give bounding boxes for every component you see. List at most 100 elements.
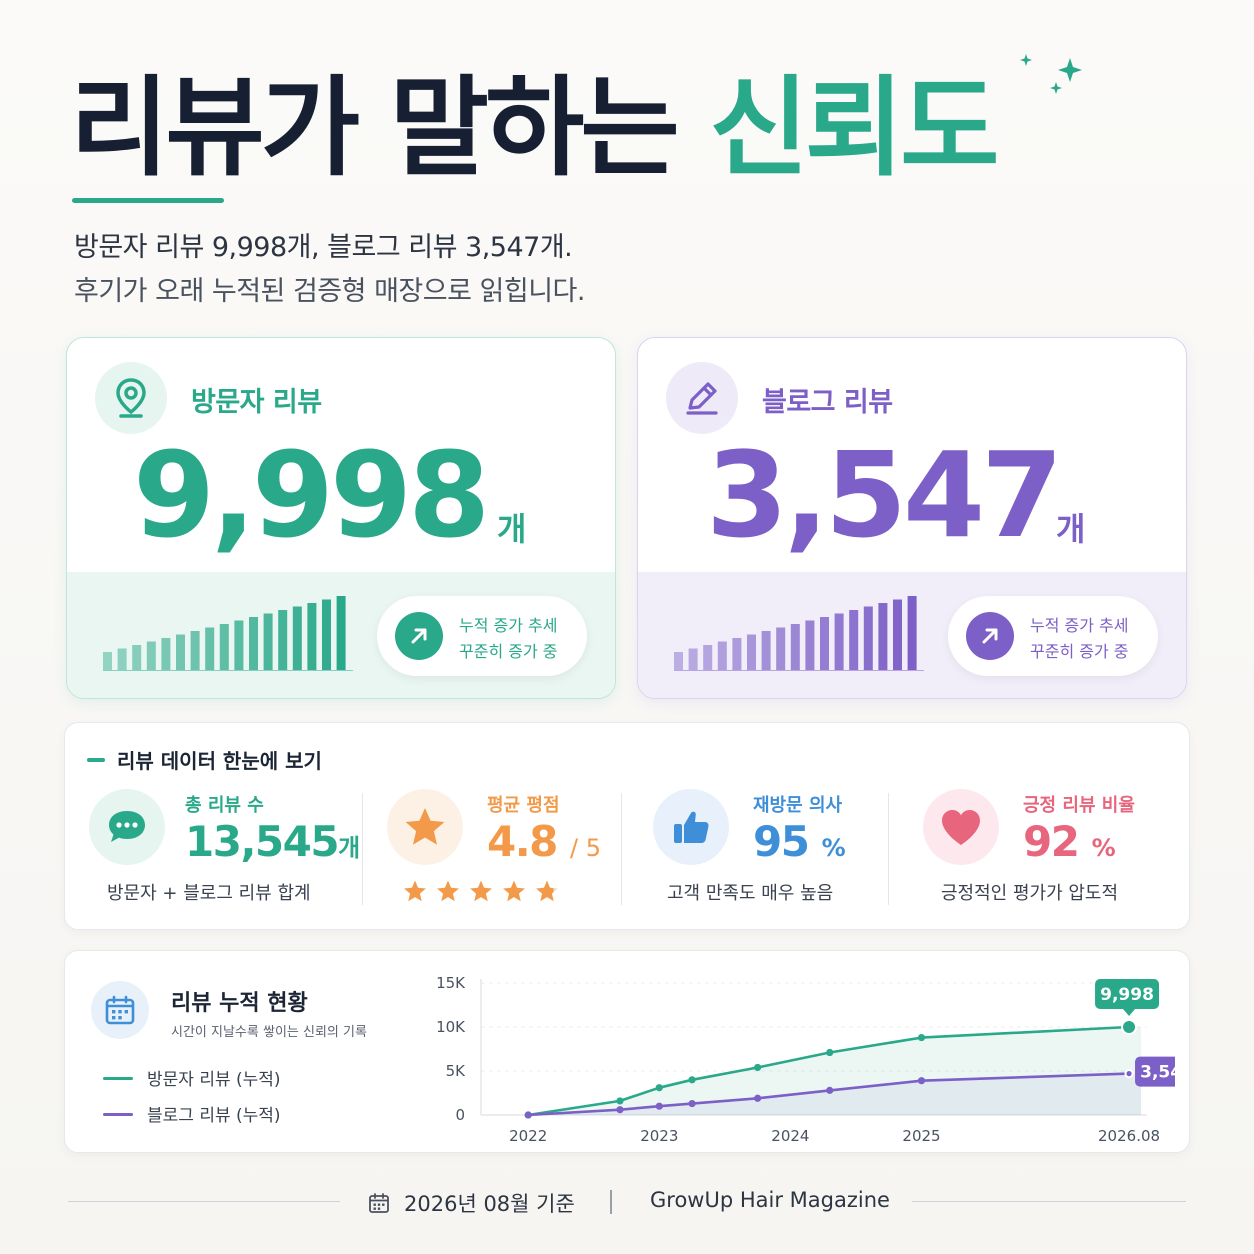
data-point [917,1077,926,1085]
stat-value: 92 % [1023,817,1116,866]
trend-bar [263,613,273,670]
trend-text-2: 꾸준히 증가 중 [459,642,558,661]
stat-value: 95 % [753,817,846,866]
rating-stars [404,880,558,902]
star-icon [387,789,463,865]
trend-bar [820,617,829,670]
visitor-review-count: 9,998 [133,426,490,564]
stat-total-reviews: 총 리뷰 수 13,545개 방문자 + 블로그 리뷰 합계 [89,783,379,913]
y-tick-label: 0 [455,1106,465,1124]
stat-desc: 긍정적인 평가가 압도적 [941,883,1119,904]
summary-heading: 리뷰 데이터 한눈에 보기 [87,745,322,774]
chat-bubble-icon [89,789,165,865]
subtitle: 방문자 리뷰 9,998개, 블로그 리뷰 3,547개. 후기가 오래 누적된… [74,226,585,314]
trend-bar [732,638,742,670]
trend-bar [834,613,844,670]
data-point [688,1099,696,1108]
data-point [1121,1019,1138,1036]
summary-heading-text: 리뷰 데이터 한눈에 보기 [117,749,322,773]
rating-star [437,880,459,902]
blog-review-card: 블로그 리뷰 3,547 개 누적 증가 추세 꾸준히 증가 중 [637,337,1187,699]
chart-subtitle: 시간이 지날수록 쌓이는 신뢰의 기록 [171,1025,367,1040]
data-point [826,1086,834,1094]
visitor-trend-bars [103,596,353,671]
pencil-icon [666,362,738,434]
footer-separator [610,1190,612,1214]
stat-revisit-intent: 재방문 의사 95 % 고객 만족도 매우 높음 [653,783,893,913]
rating-star [503,880,525,902]
cumulative-line-chart: 0 5K 10K 15K 2022 2023 2024 2025 2026.08 9,998 3,5… [436,974,1175,1145]
trend-bar [307,603,317,670]
subtitle-line-2: 후기가 오래 누적된 검증형 매장으로 읽힙니다. [74,276,585,307]
data-point [655,1084,663,1092]
trend-bar [878,603,888,670]
data-point [616,1097,624,1105]
trend-bar [132,645,142,670]
stat-desc: 고객 만족도 매우 높음 [667,883,834,904]
data-point [917,1033,926,1042]
cumulative-chart-panel: 리뷰 누적 현황 시간이 지날수록 쌓이는 신뢰의 기록 방문자 리뷰 (누적)… [64,950,1190,1153]
legend-blog: 블로그 리뷰 (누적) [103,1101,281,1126]
data-point [655,1102,663,1110]
summary-panel: 리뷰 데이터 한눈에 보기 총 리뷰 수 13,545개 방문자 + 블로그 리… [64,722,1190,930]
stat-average-rating: 평균 평점 4.8 / 5 [387,783,627,913]
visitor-trend-pill: 누적 증가 추세 꾸준히 증가 중 [377,596,587,676]
trend-bar [249,617,258,670]
trend-bar [205,627,215,670]
data-point [754,1063,762,1072]
series-area [528,1027,1142,1115]
footer-brand: GrowUp Hair Magazine [650,1188,890,1212]
blog-review-count: 3,547 [706,426,1063,564]
trend-bar [790,624,800,670]
blog-trend-bars [674,596,924,671]
trend-bar [849,610,859,670]
footer-line-left [68,1201,340,1202]
legend-visitor: 방문자 리뷰 (누적) [103,1065,281,1090]
trend-bar [219,624,229,670]
trend-bar [805,620,815,670]
x-tick-label: 2026.08 [1098,1127,1160,1145]
trend-bar [893,599,902,670]
trend-bar [703,645,713,670]
blog-review-label: 블로그 리뷰 [762,387,893,418]
trend-bar [161,638,171,670]
footer-line-right [912,1201,1186,1202]
trend-bar [278,610,288,670]
stat-desc: 방문자 + 블로그 리뷰 합계 [107,883,311,904]
data-point [826,1048,834,1057]
rating-star [404,880,426,902]
end-label: 9,998 [1100,985,1154,1005]
subtitle-line-1: 방문자 리뷰 9,998개, 블로그 리뷰 3,547개. [74,232,573,263]
end-label: 3,547 [1140,1063,1175,1083]
trend-bar [103,652,112,670]
rating-star [470,880,492,902]
stat-value: 13,545개 [185,817,361,866]
divider [621,793,622,905]
badge-pointer [1123,1009,1136,1017]
trend-bar [674,652,683,670]
trend-bar [292,606,302,670]
trend-bar [190,631,200,670]
trend-bar [907,596,917,670]
title-main: 리뷰가 말하는 [70,66,680,191]
blog-review-unit: 개 [1056,510,1086,548]
trend-text-1: 누적 증가 추세 [459,616,558,635]
trend-bar [336,596,346,670]
divider [362,793,363,905]
y-tick-label: 5K [446,1062,467,1080]
visitor-review-label: 방문자 리뷰 [191,387,322,418]
visitor-review-card: 방문자 리뷰 9,998 개 누적 증가 추세 꾸준히 증가 중 [66,337,616,699]
x-tick-label: 2025 [902,1127,940,1145]
stat-label: 평균 평점 [487,795,560,816]
trend-bar [688,648,698,670]
x-tick-label: 2023 [640,1127,678,1145]
title-underline [72,198,224,203]
data-point [1124,1069,1134,1079]
trend-bar [776,627,786,670]
stat-positive-ratio: 긍정 리뷰 비율 92 % 긍정적인 평가가 압도적 [923,783,1173,913]
trend-bar [322,599,331,670]
trend-bar [176,634,185,670]
stat-label: 총 리뷰 수 [185,795,264,816]
data-point [688,1076,696,1084]
